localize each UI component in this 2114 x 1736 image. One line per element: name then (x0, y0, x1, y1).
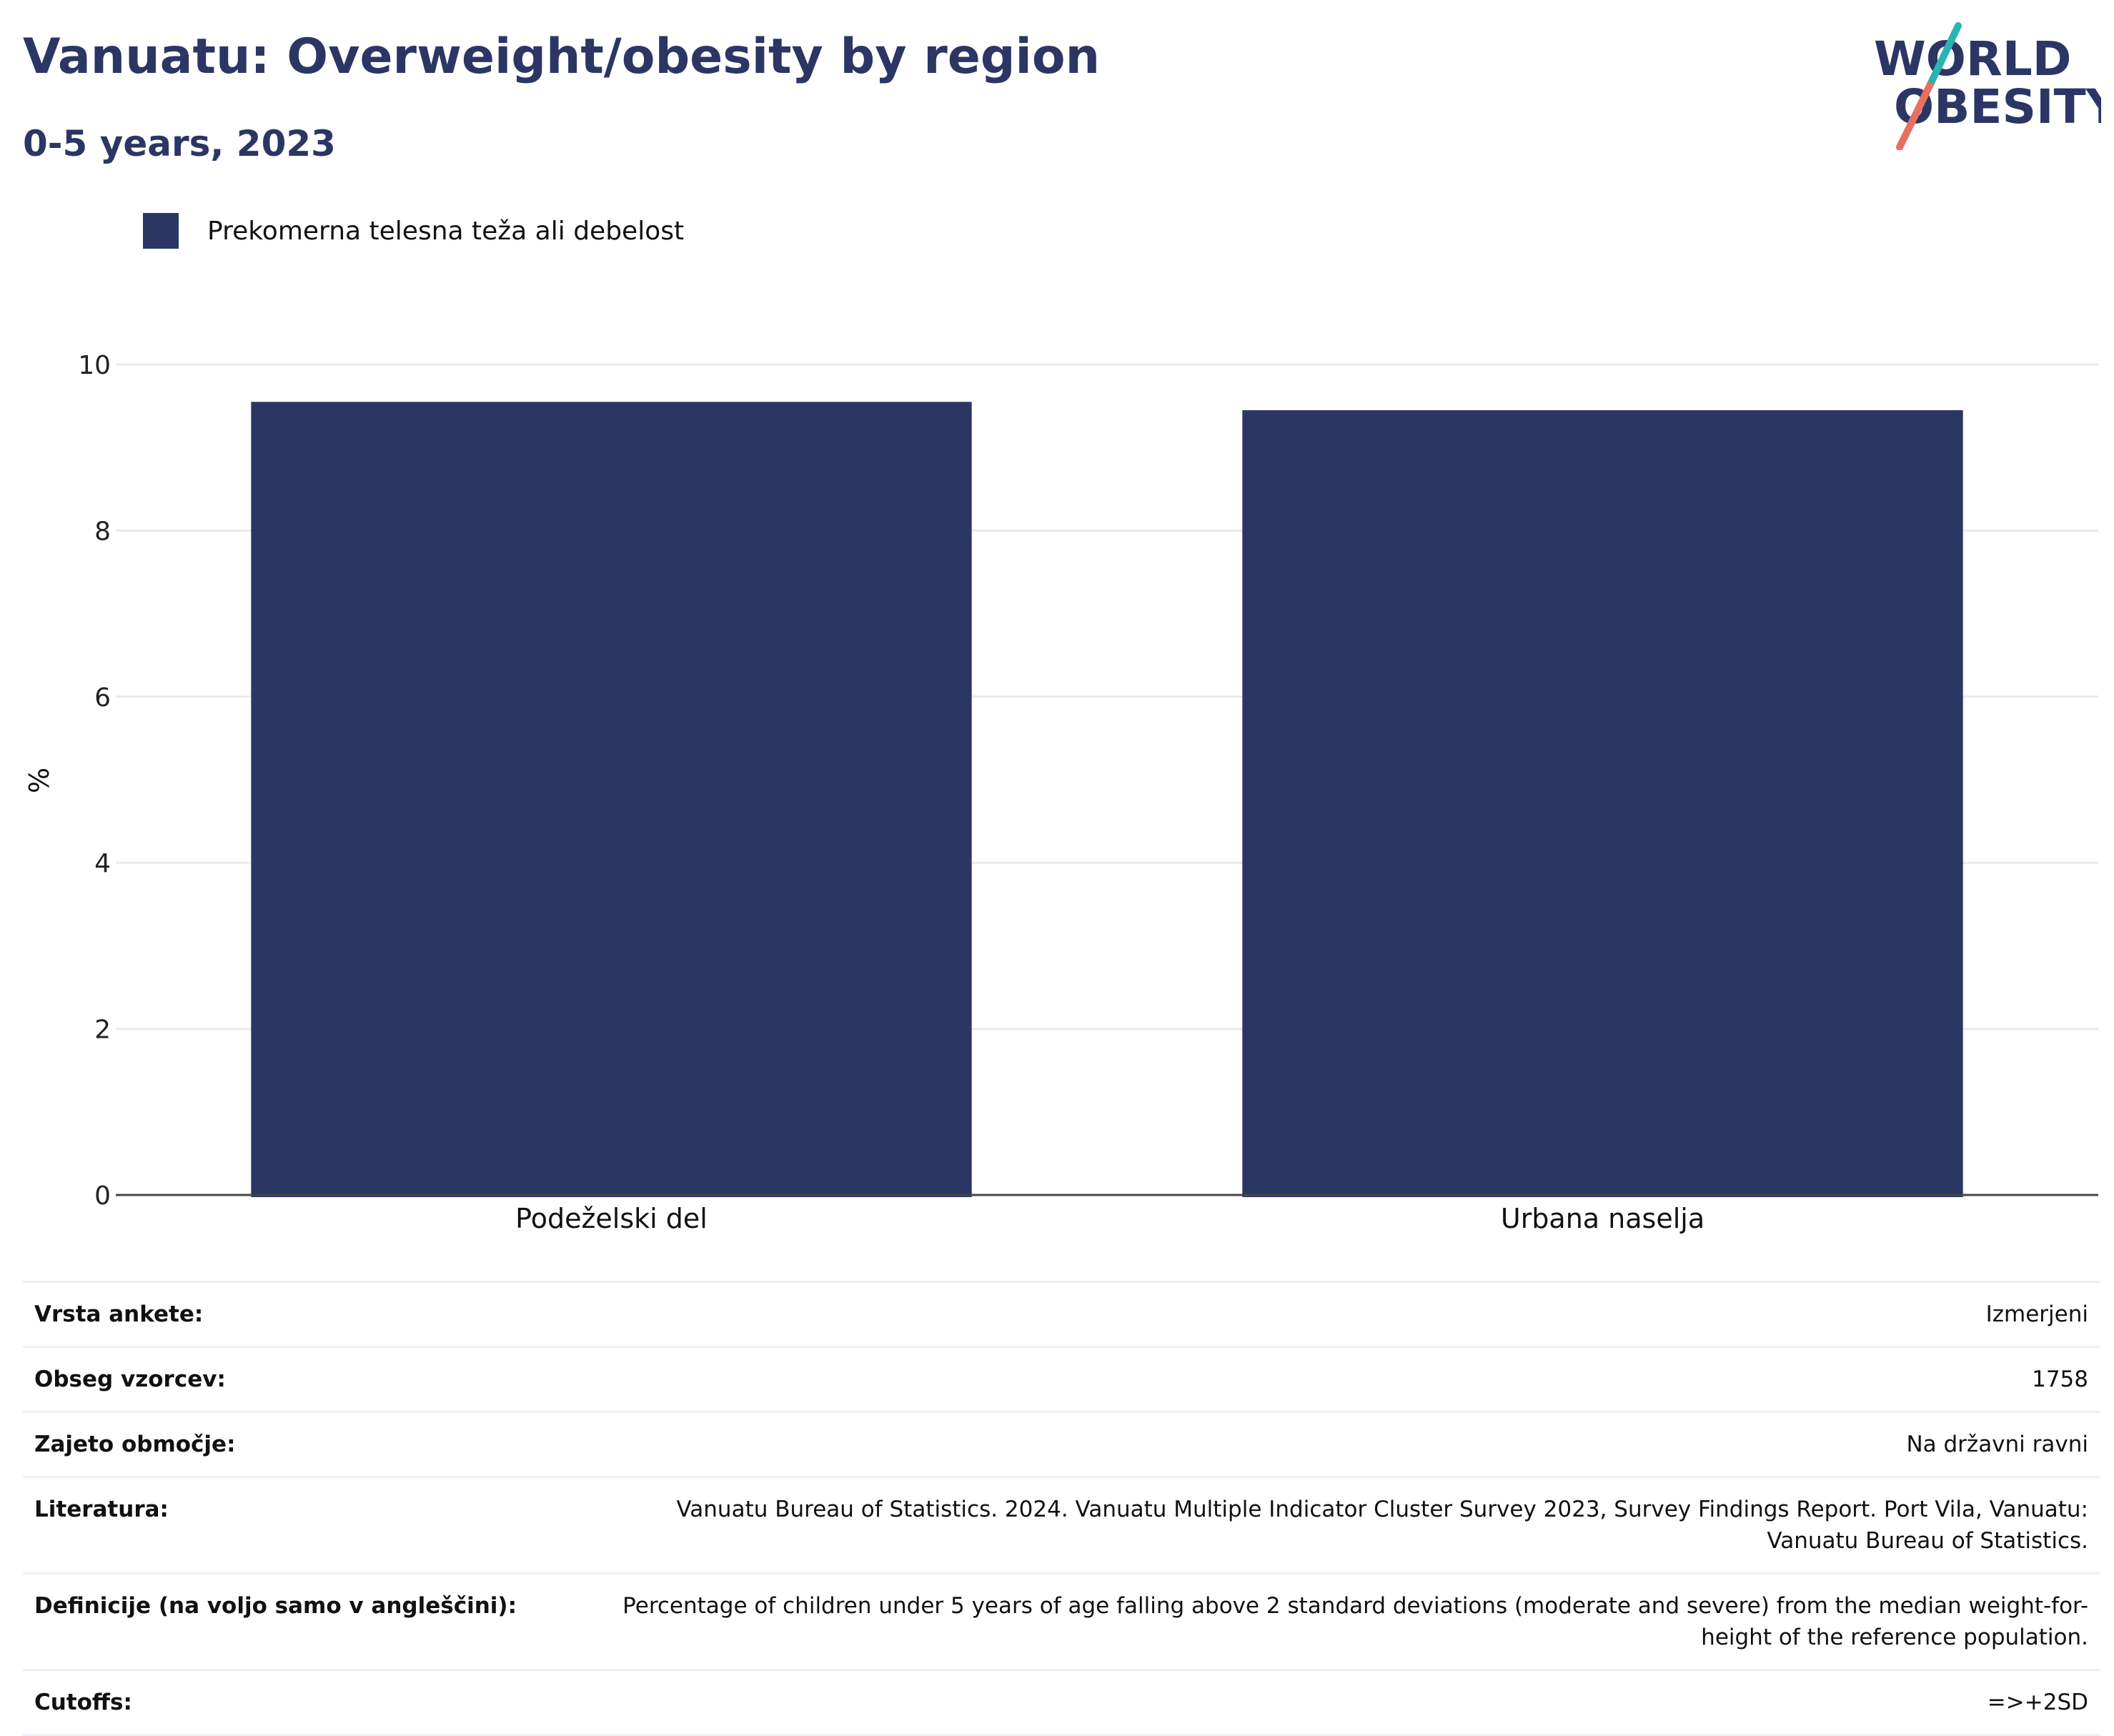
legend[interactable]: Prekomerna telesna teža ali debelost (143, 211, 684, 251)
info-row: Vrsta ankete: Izmerjeni (23, 1281, 2100, 1347)
legend-label: Prekomerna telesna teža ali debelost (207, 216, 685, 246)
info-value: =>+2SD (589, 1669, 2100, 1736)
y-tick-label: 6 (94, 683, 111, 713)
y-axis-ticks: 0 2 4 6 8 10 (78, 351, 111, 1211)
logo-slash-teal (1926, 22, 1962, 89)
info-value: 1758 (589, 1346, 2100, 1412)
info-row: Cutoffs: =>+2SD (23, 1669, 2100, 1736)
world-obesity-logo: WORLD OBESITY (1874, 22, 2101, 150)
chart-title: Vanuatu: Overweight/obesity by region (23, 29, 1100, 85)
info-key: Literatura: (23, 1476, 589, 1574)
info-key: Definicije (na voljo samo v angleščini): (23, 1572, 589, 1670)
y-tick-label: 10 (78, 351, 111, 380)
y-axis-label: % (24, 768, 55, 793)
info-row: Literatura: Vanuatu Bureau of Statistics.… (23, 1476, 2100, 1574)
y-tick-label: 2 (94, 1016, 111, 1045)
x-tick-label: Podeželski del (515, 1203, 708, 1234)
bar[interactable] (251, 402, 972, 1197)
logo-line1: WORLD (1874, 31, 2072, 86)
info-value: Izmerjeni (589, 1281, 2100, 1347)
y-tick-label: 8 (94, 517, 111, 546)
info-key: Obseg vzorcev: (23, 1346, 589, 1412)
legend-swatch (143, 213, 179, 249)
survey-info-table: Vrsta ankete: Izmerjeni Obseg vzorcev: 1758… (23, 1281, 2100, 1736)
x-tick-label: Urbana naselja (1501, 1203, 1704, 1234)
info-value: Vanuatu Bureau of Statistics. 2024. Vanu… (589, 1476, 2100, 1574)
y-tick-label: 4 (94, 849, 111, 878)
bar-chart: 0 2 4 6 8 10 Podeželski del Urbana naselja % (24, 351, 2098, 1234)
info-key: Zajeto območje: (23, 1411, 589, 1477)
info-value: Percentage of children under 5 years of … (589, 1572, 2100, 1670)
logo-slash-coral (1896, 82, 1933, 150)
info-value: Na državni ravni (589, 1411, 2100, 1477)
info-key: Vrsta ankete: (23, 1281, 589, 1347)
bar[interactable] (1242, 410, 1963, 1198)
bars (251, 402, 1963, 1198)
info-row: Obseg vzorcev: 1758 (23, 1346, 2100, 1412)
x-axis-ticks: Podeželski del Urbana naselja (515, 1203, 1704, 1234)
y-tick-label: 0 (94, 1181, 111, 1211)
info-key: Cutoffs: (23, 1669, 589, 1736)
chart-subtitle: 0-5 years, 2023 (23, 123, 336, 164)
info-row: Zajeto območje: Na državni ravni (23, 1411, 2100, 1477)
info-row: Definicije (na voljo samo v angleščini):… (23, 1572, 2100, 1670)
